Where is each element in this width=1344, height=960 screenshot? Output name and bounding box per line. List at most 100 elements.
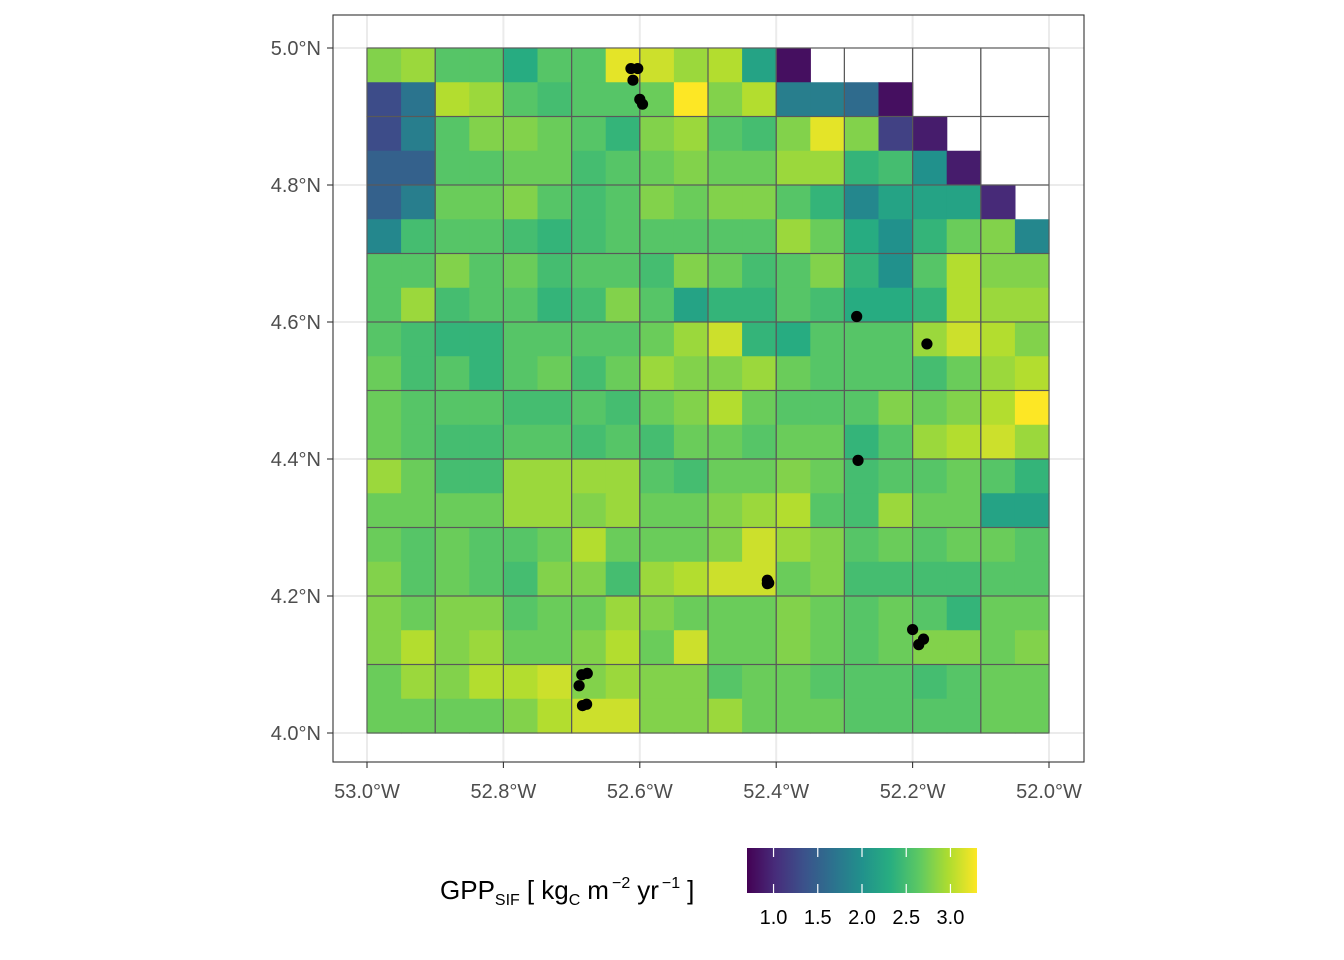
heatmap-cell <box>878 322 914 357</box>
heatmap-cell <box>435 664 470 700</box>
colorbar-tick-label: 1.5 <box>804 907 832 929</box>
heatmap-cell <box>401 253 436 289</box>
heatmap-cell <box>537 561 573 597</box>
heatmap-cell <box>912 664 948 700</box>
heatmap-cell <box>367 287 402 323</box>
heatmap-cell <box>673 698 709 734</box>
heatmap-cell <box>878 253 914 289</box>
heatmap-cell <box>435 48 470 83</box>
heatmap-cell <box>571 219 607 255</box>
heatmap-cell <box>742 185 777 220</box>
heatmap-cell <box>810 698 845 734</box>
heatmap-cell <box>776 82 811 118</box>
heatmap-cell <box>742 82 777 118</box>
heatmap-cell <box>742 253 777 289</box>
heatmap-cell <box>367 596 402 631</box>
heatmap-cell <box>878 493 914 529</box>
heatmap-cell <box>776 390 811 426</box>
heatmap-cell <box>503 390 539 426</box>
heatmap-cell <box>912 424 948 460</box>
colorbar-tick-label: 2.0 <box>848 907 876 929</box>
heatmap-cell <box>571 630 607 666</box>
heatmap-cells <box>367 48 1050 734</box>
heatmap-cell <box>469 493 504 529</box>
heatmap-cell <box>469 459 504 494</box>
heatmap-cell <box>742 493 777 529</box>
heatmap-cell <box>708 459 743 494</box>
heatmap-cell <box>503 459 539 494</box>
heatmap-cell <box>673 322 709 357</box>
heatmap-cell <box>367 48 402 83</box>
heatmap-cell <box>367 493 402 529</box>
heatmap-cell <box>571 253 607 289</box>
heatmap-cell <box>810 287 845 323</box>
heatmap-cell <box>946 322 982 357</box>
x-tick-label: 52.4°W <box>743 781 809 803</box>
heatmap-cell <box>673 459 709 494</box>
heatmap-cell <box>810 459 845 494</box>
heatmap-cell <box>776 664 811 700</box>
heatmap-cell <box>469 253 504 289</box>
heatmap-cell <box>435 561 470 597</box>
x-tick-label: 52.8°W <box>470 781 536 803</box>
legend-title-bracket-open: [ kg <box>527 875 569 905</box>
heatmap-cell <box>878 390 914 426</box>
heatmap-cell <box>469 287 504 323</box>
heatmap-cell <box>912 596 948 631</box>
heatmap-cell <box>1014 356 1050 392</box>
heatmap-cell <box>980 596 1016 631</box>
heatmap-cell <box>810 356 845 392</box>
heatmap-cell <box>639 424 675 460</box>
heatmap-cell <box>1014 219 1050 255</box>
heatmap-cell <box>810 596 845 631</box>
heatmap-cell <box>639 253 675 289</box>
heatmap-cell <box>708 561 743 597</box>
heatmap-cell <box>401 424 436 460</box>
heatmap-cell <box>742 219 777 255</box>
heatmap-cell <box>980 698 1016 734</box>
heatmap-cell <box>810 664 845 700</box>
heatmap-cell <box>1014 287 1050 323</box>
heatmap-cell <box>571 185 607 220</box>
heatmap-cell <box>435 527 470 563</box>
heatmap-cell <box>708 322 743 357</box>
heatmap-cell <box>367 322 402 357</box>
heatmap-cell <box>844 424 880 460</box>
heatmap-cell <box>844 630 880 666</box>
heatmap-cell <box>401 527 436 563</box>
legend-title-bracket-close: ] <box>687 875 694 905</box>
heatmap-cell <box>980 322 1016 357</box>
heatmap-cell <box>742 630 777 666</box>
heatmap-cell <box>435 322 470 357</box>
heatmap-cell <box>776 527 811 563</box>
heatmap-cell <box>844 185 880 220</box>
heatmap-cell <box>912 527 948 563</box>
heatmap-cell <box>912 185 948 220</box>
heatmap-cell <box>367 630 402 666</box>
heatmap-cell <box>878 82 914 118</box>
heatmap-cell <box>605 561 641 597</box>
heatmap-cell <box>673 561 709 597</box>
heatmap-cell <box>708 630 743 666</box>
heatmap-cell <box>1014 322 1050 357</box>
heatmap-cell <box>776 48 811 83</box>
heatmap-cell <box>537 356 573 392</box>
heatmap-cell <box>912 459 948 494</box>
heatmap-cell <box>571 459 607 494</box>
heatmap-cell <box>401 596 436 631</box>
legend-title: GPPSIF [ kgC m −2 yr −1] <box>440 875 694 909</box>
heatmap-cell <box>708 185 743 220</box>
heatmap-cell <box>639 390 675 426</box>
heatmap-cell <box>810 185 845 220</box>
legend-title-unit-subscript: C <box>569 892 581 909</box>
heatmap-cell <box>435 219 470 255</box>
heatmap-cell <box>980 356 1016 392</box>
heatmap-cell <box>571 561 607 597</box>
heatmap-cell <box>401 356 436 392</box>
heatmap-cell <box>537 253 573 289</box>
heatmap-cell <box>776 185 811 220</box>
site-point <box>581 698 593 710</box>
heatmap-cell <box>435 116 470 152</box>
heatmap-cell <box>708 390 743 426</box>
